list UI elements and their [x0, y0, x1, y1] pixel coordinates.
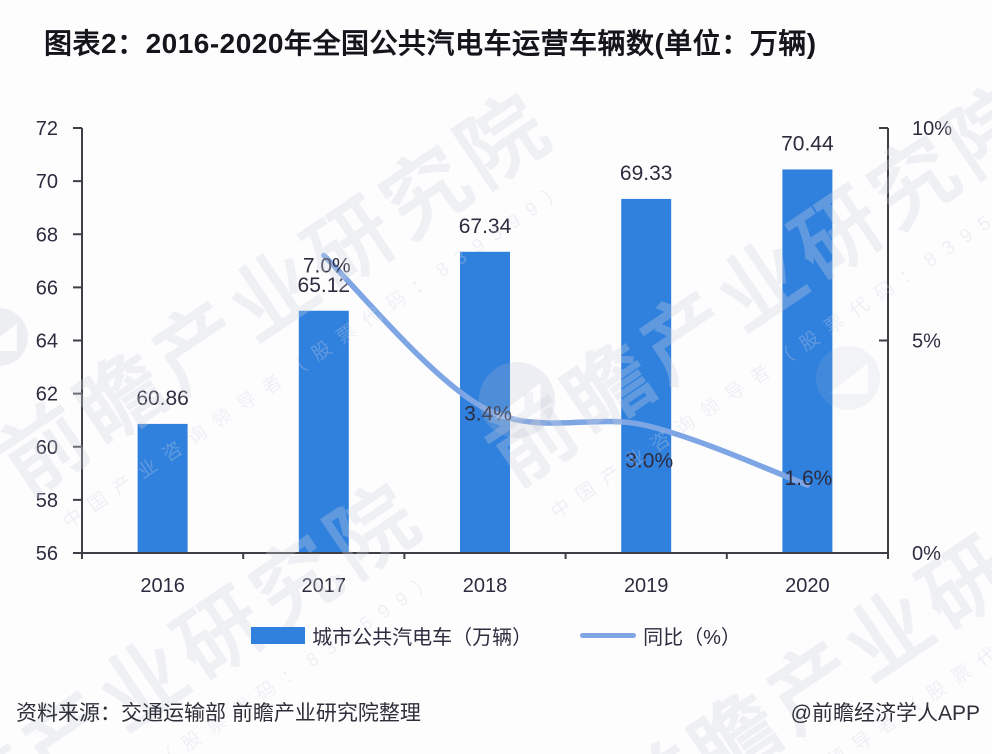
left-axis-label-64: 64: [36, 331, 58, 353]
left-axis-label-70: 70: [36, 171, 58, 193]
plot-canvas: 60.86 65.12 67.34 69.33 70.44 7.0% 3.4% 3.0% 1.6…: [36, 118, 952, 597]
bar-label-2020: 70.44: [781, 132, 834, 155]
legend-item-bar-series: 城市公共汽电车（万辆）: [251, 621, 532, 650]
footer: 资料来源：交通运输部 前瞻产业研究院整理 @前瞻经济学人APP: [16, 697, 980, 727]
line-label-2019: 3.0%: [625, 450, 673, 473]
bar-2020: [782, 169, 833, 553]
left-axis-label-60: 60: [36, 437, 58, 459]
chart-title: 图表2：2016-2020年全国公共汽电车运营车辆数(单位：万辆): [44, 28, 817, 59]
bar-label-2019: 69.33: [620, 162, 673, 185]
bar-2016: [137, 423, 188, 553]
right-axis-label-0%: 0%: [912, 543, 941, 565]
x-axis-label-2016: 2016: [140, 575, 185, 597]
right-axis-label-5%: 5%: [912, 331, 941, 353]
bar-series-swatch: [251, 627, 306, 644]
bar-2018: [460, 251, 510, 553]
left-axis-label-58: 58: [36, 490, 58, 512]
line-series-label: 同比（%）: [643, 627, 741, 649]
right-axis-label-10%: 10%: [912, 118, 952, 140]
left-axis-label-56: 56: [36, 543, 58, 565]
source-text: 资料来源：交通运输部 前瞻产业研究院整理: [16, 702, 421, 725]
bar-2019: [621, 198, 672, 553]
legend-item-line-series: 同比（%）: [580, 621, 741, 650]
x-axis-label-2017: 2017: [302, 575, 347, 597]
x-axis-label-2019: 2019: [624, 575, 669, 597]
x-axis-label-2020: 2020: [785, 575, 830, 597]
credit-text: @前瞻经济学人APP: [790, 702, 980, 725]
left-axis-label-66: 66: [36, 277, 58, 299]
bar-label-2016: 60.86: [136, 387, 189, 410]
left-axis-label-72: 72: [36, 118, 58, 140]
bar-series-label: 城市公共汽电车（万辆）: [312, 627, 533, 649]
bar-label-2017: 65.12: [298, 274, 351, 297]
growth-line: [321, 252, 811, 488]
x-axis-label-2018: 2018: [463, 575, 508, 597]
line-series-swatch: [580, 633, 637, 638]
bar-label-2018: 67.34: [459, 215, 512, 238]
left-axis-label-68: 68: [36, 224, 58, 246]
line-label-2020: 1.6%: [784, 467, 832, 490]
left-axis-label-62: 62: [36, 384, 58, 406]
line-label-2018: 3.4%: [464, 403, 512, 426]
legend: 城市公共汽电车（万辆） 同比（%）: [0, 621, 992, 650]
line-label-2017: 7.0%: [303, 255, 351, 278]
bar-2017: [298, 310, 349, 553]
